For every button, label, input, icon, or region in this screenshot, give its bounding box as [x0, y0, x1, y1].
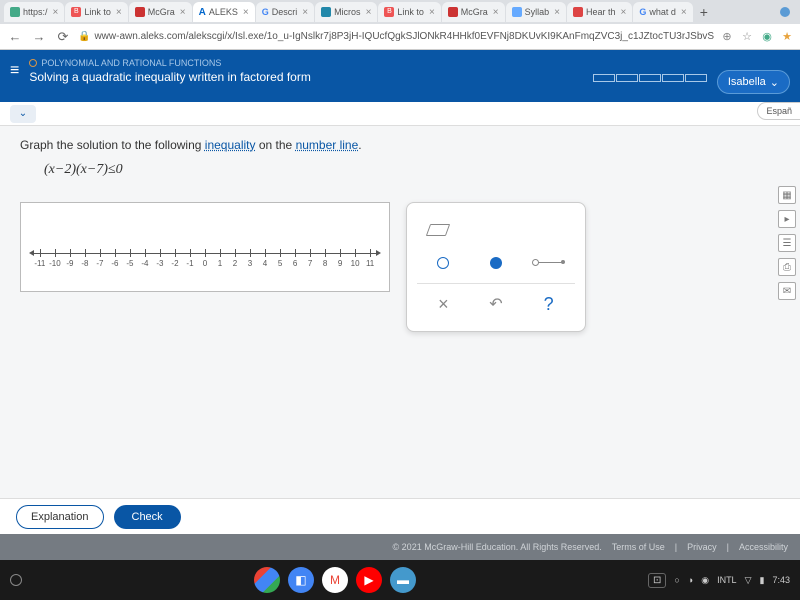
menu-icon[interactable]: ≡	[10, 62, 19, 80]
topic-category: POLYNOMIAL AND RATIONAL FUNCTIONS	[29, 58, 593, 68]
number-line-canvas[interactable]: -11-10-9-8-7-6-5-4-3-2-101234567891011	[20, 202, 390, 292]
extension-icon[interactable]: ◉	[760, 30, 774, 44]
explanation-button[interactable]: Explanation	[16, 505, 104, 529]
intl-label: INTL	[717, 575, 737, 585]
expand-toggle[interactable]: ⌄	[10, 105, 36, 123]
battery-icon: ▮	[760, 575, 765, 586]
close-icon[interactable]: ×	[180, 7, 186, 18]
folder-icon[interactable]: ▬	[390, 567, 416, 593]
help-button[interactable]: ?	[534, 289, 564, 319]
mail-icon[interactable]: ✉	[778, 282, 796, 300]
extension-icon[interactable]: ★	[780, 30, 794, 44]
back-button[interactable]: ←	[6, 28, 24, 46]
browser-tab-strip: https:/× BLink to× McGra× AALEKS× GDescr…	[0, 0, 800, 24]
minimize-icon[interactable]	[780, 7, 790, 17]
close-icon[interactable]: ×	[554, 7, 560, 18]
lock-icon: 🔒	[78, 31, 90, 42]
browser-tab[interactable]: Gwhat d×	[633, 2, 692, 22]
terms-link[interactable]: Terms of Use	[612, 542, 665, 552]
browser-tab[interactable]: Syllab×	[506, 2, 566, 22]
youtube-icon[interactable]: ▶	[356, 567, 382, 593]
language-button[interactable]: Españ	[757, 102, 800, 120]
chevron-down-icon: ⌄	[770, 76, 779, 89]
keyword-link[interactable]: inequality	[205, 138, 256, 152]
segment-tool[interactable]	[534, 248, 564, 278]
open-point-tool[interactable]	[428, 248, 458, 278]
gmail-icon[interactable]: M	[322, 567, 348, 593]
settings-icon[interactable]: ◉	[701, 575, 709, 586]
address-bar: ← → ⟳ 🔒 www-awn.aleks.com/alekscgi/x/Isl…	[0, 24, 800, 50]
progress-indicator	[593, 74, 707, 82]
inequality-expression: (x−2)(x−7)≤0	[44, 162, 780, 178]
user-menu[interactable]: Isabella ⌄	[717, 70, 790, 94]
clear-button[interactable]: ×	[428, 289, 458, 319]
calculator-icon[interactable]: ▸	[778, 210, 796, 228]
closed-point-tool[interactable]	[481, 248, 511, 278]
copyright-bar: © 2021 McGraw-Hill Education. All Rights…	[0, 534, 800, 560]
topic-name: Solving a quadratic inequality written i…	[29, 70, 593, 84]
forward-button[interactable]: →	[30, 28, 48, 46]
url-field[interactable]: 🔒 www-awn.aleks.com/alekscgi/x/Isl.exe/1…	[78, 31, 714, 42]
close-icon[interactable]: ×	[429, 7, 435, 18]
side-tools: ▦ ▸ ☰ ⎙ ✉	[778, 186, 796, 300]
privacy-link[interactable]: Privacy	[687, 542, 717, 552]
close-icon[interactable]: ×	[621, 7, 627, 18]
window-controls	[780, 7, 796, 17]
undo-button[interactable]: ↶	[481, 289, 511, 319]
close-icon[interactable]: ×	[53, 7, 59, 18]
browser-tab-active[interactable]: AALEKS×	[193, 2, 255, 22]
close-icon[interactable]: ×	[493, 7, 499, 18]
notification-icon[interactable]: ○	[674, 575, 679, 585]
browser-tab[interactable]: GDescri×	[256, 2, 314, 22]
clock: 7:43	[772, 575, 790, 585]
browser-tab[interactable]: https:/×	[4, 2, 64, 22]
close-icon[interactable]: ×	[116, 7, 122, 18]
browser-tab[interactable]: BLink to×	[65, 2, 127, 22]
close-icon[interactable]: ×	[302, 7, 308, 18]
instruction-text: Graph the solution to the following ineq…	[20, 138, 780, 152]
expand-bar: ⌄ Españ	[0, 102, 800, 126]
url-text: www-awn.aleks.com/alekscgi/x/Isl.exe/1o_…	[94, 31, 714, 42]
keyword-link[interactable]: number line	[296, 138, 359, 152]
overview-icon[interactable]: ⊡	[648, 573, 666, 588]
files-icon[interactable]: ◧	[288, 567, 314, 593]
system-tray[interactable]: ⊡ ○ ◑ ◉ INTL ▽ ▮ 7:43	[648, 573, 790, 588]
taskbar-apps: ◧ M ▶ ▬	[254, 567, 416, 593]
check-button[interactable]: Check	[114, 505, 181, 529]
browser-tab[interactable]: McGra×	[442, 2, 505, 22]
new-tab-button[interactable]: +	[694, 4, 714, 20]
browser-tab[interactable]: Micros×	[315, 2, 377, 22]
wifi-icon: ▽	[745, 575, 752, 586]
taskbar: ◧ M ▶ ▬ ⊡ ○ ◑ ◉ INTL ▽ ▮ 7:43	[0, 560, 800, 600]
browser-tab[interactable]: Hear th×	[567, 2, 632, 22]
aleks-header: ≡ POLYNOMIAL AND RATIONAL FUNCTIONS Solv…	[0, 50, 800, 102]
search-icon[interactable]: ⊕	[720, 30, 734, 44]
toolbox: × ↶ ?	[406, 202, 586, 332]
close-icon[interactable]: ×	[243, 7, 249, 18]
print-icon[interactable]: ⎙	[778, 258, 796, 276]
browser-tab[interactable]: BLink to×	[378, 2, 440, 22]
cast-icon[interactable]: ◑	[688, 575, 693, 585]
launcher-icon[interactable]	[10, 574, 22, 586]
star-icon[interactable]: ☆	[740, 30, 754, 44]
eraser-tool[interactable]	[423, 215, 453, 245]
problem-content: Graph the solution to the following ineq…	[0, 126, 800, 546]
note-icon[interactable]: ☰	[778, 234, 796, 252]
footer-bar: Explanation Check	[0, 498, 800, 534]
close-icon[interactable]: ×	[366, 7, 372, 18]
browser-tab[interactable]: McGra×	[129, 2, 192, 22]
chrome-icon[interactable]	[254, 567, 280, 593]
topic-dot-icon	[29, 59, 37, 67]
reload-button[interactable]: ⟳	[54, 28, 72, 46]
ruler-icon[interactable]: ▦	[778, 186, 796, 204]
accessibility-link[interactable]: Accessibility	[739, 542, 788, 552]
close-icon[interactable]: ×	[681, 7, 687, 18]
